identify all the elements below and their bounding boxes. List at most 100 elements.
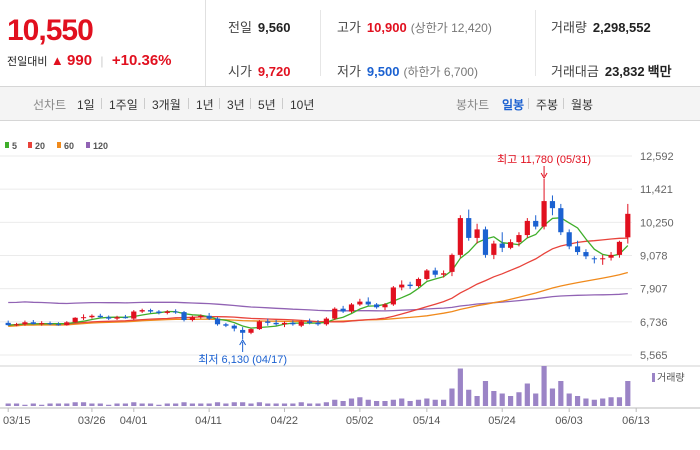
volume-bar [139,403,145,406]
candle-body [382,304,388,308]
candle-body [214,318,221,325]
candle-body [466,218,472,238]
volume-bar [256,402,262,406]
candle-body [524,220,530,236]
candle-body [47,323,53,325]
y-tick-label: 10,250 [640,217,674,229]
volume-bar [231,402,237,406]
volume-bar [524,383,530,406]
tab-divider [282,98,283,109]
change-percent: +10.36% [111,52,172,69]
candle-body [482,229,489,255]
candle-body [340,308,346,312]
candle-body [181,312,187,321]
candle-body [22,322,28,325]
volume-bar [424,398,430,406]
volume-bar [558,381,564,406]
x-tick-label: 03/15 [3,415,31,427]
volume-bar [625,381,631,406]
tab-1year[interactable]: 1년 [196,98,214,112]
volume-bar [223,403,229,406]
candle-body [566,232,572,247]
tab-divider [188,98,189,109]
candle-body [390,287,396,305]
volume-bar [449,388,455,406]
volume-bar [608,397,614,406]
volume-bar [290,403,296,406]
candle-body [97,315,103,318]
tab-5year[interactable]: 5년 [258,98,276,112]
chart-tab-bar: 선차트 1일 1주일 3개월 1년 3년 5년 10년 봉차트 일봉 주봉 월봉 [0,87,700,121]
quote-panel: 10,550 전일대비 ▲ 990 | +10.36% 전일 9,560 시가 9,… [0,0,700,87]
volume-bar [64,403,70,406]
volume-bar [89,403,95,406]
candle-body [106,317,112,319]
volume-bar [198,403,204,406]
volume-bar [30,403,36,406]
tab-weekly-candle[interactable]: 주봉 [536,98,559,112]
current-price: 10,550 [7,14,94,47]
tab-10year[interactable]: 10년 [290,98,315,112]
volume-bar [533,393,539,406]
candles [5,178,631,339]
volume-bar [507,396,514,406]
candle-body [231,325,237,329]
volume-legend-swatch [652,373,655,382]
price-box: 10,550 전일대비 ▲ 990 | +10.36% [0,0,206,86]
tab-1week[interactable]: 1주일 [109,98,138,112]
tab-divider [144,98,145,109]
volume-bar [457,368,463,406]
candle-body [315,322,321,325]
low-annotation: 최저 6,130 (04/17) [198,353,287,366]
volume-bar [499,393,505,406]
volume-bar [399,398,405,406]
candle-body [5,322,11,326]
volume-bar [147,403,154,406]
candle-body [474,229,480,238]
tab-3year[interactable]: 3년 [227,98,245,112]
volume-bar [407,401,413,406]
low-price: 저가 9,500 (하한가 6,700) [337,64,478,79]
candle-body [156,311,162,313]
volume-bar [348,398,355,406]
x-tick-label: 05/24 [488,415,516,427]
legend-label: 20 [35,141,45,151]
tab-3month[interactable]: 3개월 [152,98,181,112]
volume-bar [323,402,329,406]
volume-bar [156,404,162,406]
candle-body [625,213,631,238]
volume-bar [357,397,363,406]
volume-bar [114,403,120,406]
candle-body [374,304,380,308]
candle-body [223,324,229,326]
volume-bar [482,381,489,406]
candle-chart-label: 봉차트 [456,98,490,112]
volume-bar [441,399,447,406]
legend-label: 5 [12,141,17,151]
volume-bar [131,402,137,406]
stock-chart: 5 20 60 120 최고 11,780 (05/31) 최저 6,130 (04/1… [0,121,700,450]
open-price: 시가 9,720 [228,64,291,79]
tab-daily-candle[interactable]: 일봉 [502,98,525,112]
tab-monthly-candle[interactable]: 월봉 [571,98,594,112]
candle-body [407,284,413,287]
candle-body [449,254,455,272]
volume-legend-label: 거래량 [657,372,685,384]
volume-bar [474,396,480,406]
tab-1day[interactable]: 1일 [77,98,95,112]
x-tick-label: 04/22 [271,415,299,427]
change-label: 전일대비 [7,56,48,68]
volume-bar [574,396,581,406]
divider [535,10,536,76]
tab-divider [101,98,102,109]
candle-body [55,324,62,326]
y-tick-label: 5,565 [640,350,668,362]
tab-divider [219,98,220,109]
volume-bar [374,401,380,406]
y-tick-label: 9,078 [640,251,668,263]
candle-body [424,270,430,279]
candle-body [122,317,129,319]
volume-bar [265,403,271,406]
volume-bar [13,403,20,406]
high-annotation: 최고 11,780 (05/31) [497,153,591,166]
